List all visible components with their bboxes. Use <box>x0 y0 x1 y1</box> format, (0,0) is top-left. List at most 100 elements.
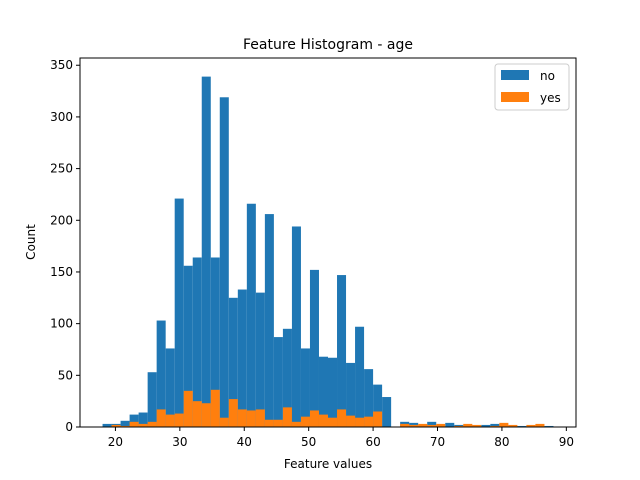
x-axis-title: Feature values <box>284 457 372 471</box>
bar-yes-40 <box>463 423 473 427</box>
y-tick-label-250: 250 <box>50 162 73 176</box>
bar-yes-19 <box>273 419 283 427</box>
bar-yes-45 <box>508 424 518 427</box>
bar-no-38 <box>445 422 455 427</box>
bar-no-43 <box>490 423 500 427</box>
bar-yes-27 <box>346 415 356 427</box>
series-no-bars <box>102 76 554 428</box>
bar-yes-15 <box>237 409 247 427</box>
legend-label-no: no <box>540 69 555 83</box>
y-tick-label-200: 200 <box>50 213 73 227</box>
bar-yes-35 <box>418 423 428 427</box>
bar-yes-13 <box>219 417 229 427</box>
y-tick-label-0: 0 <box>65 420 73 434</box>
bar-yes-1 <box>111 424 121 427</box>
bar-no-11 <box>201 76 211 428</box>
bar-no-7 <box>165 348 175 427</box>
bar-no-28 <box>355 326 365 427</box>
bar-no-46 <box>517 425 527 427</box>
bar-yes-39 <box>454 425 464 427</box>
bar-yes-34 <box>409 424 419 427</box>
bar-yes-8 <box>174 413 184 427</box>
bar-no-19 <box>273 337 283 427</box>
x-tick-label-80: 80 <box>494 435 509 449</box>
bar-yes-47 <box>526 424 536 427</box>
x-tick-label-70: 70 <box>430 435 445 449</box>
bar-no-4 <box>138 412 148 427</box>
bar-yes-10 <box>192 401 202 427</box>
bar-no-5 <box>147 372 157 427</box>
bar-yes-3 <box>129 421 139 427</box>
bar-yes-11 <box>201 403 211 427</box>
y-tick-label-100: 100 <box>50 317 73 331</box>
bar-yes-25 <box>328 417 338 427</box>
bar-yes-21 <box>291 421 301 427</box>
bar-yes-23 <box>309 410 319 427</box>
bar-yes-24 <box>318 414 328 427</box>
bar-no-0 <box>102 423 112 427</box>
bar-no-42 <box>481 424 491 427</box>
x-tick-label-30: 30 <box>172 435 187 449</box>
x-tick-label-20: 20 <box>108 435 123 449</box>
bar-yes-33 <box>400 423 410 427</box>
bar-no-30 <box>373 384 383 427</box>
bar-yes-16 <box>246 410 256 427</box>
bar-no-36 <box>427 421 437 427</box>
bar-no-23 <box>309 269 319 427</box>
bar-no-3 <box>129 414 139 427</box>
bar-no-21 <box>291 226 301 427</box>
plot-frame <box>79 57 577 428</box>
bar-no-10 <box>192 257 202 427</box>
bar-no-8 <box>174 198 184 427</box>
bar-no-27 <box>346 362 356 427</box>
y-tick-label-150: 150 <box>50 265 73 279</box>
legend-swatch-no <box>501 70 529 80</box>
legend: no yes <box>494 63 570 111</box>
bar-yes-44 <box>499 422 509 427</box>
bar-yes-6 <box>156 409 166 427</box>
bar-yes-48 <box>535 423 545 427</box>
legend-swatch-yes <box>501 92 529 102</box>
bar-no-25 <box>328 357 338 427</box>
y-axis: 0 50 100 150 200 250 300 350 <box>50 58 80 434</box>
plot-area <box>79 57 577 428</box>
y-tick-label-350: 350 <box>50 58 73 72</box>
bar-no-14 <box>228 297 238 427</box>
bar-yes-43 <box>490 425 500 427</box>
bar-no-18 <box>264 214 274 427</box>
bar-no-22 <box>300 348 310 427</box>
y-tick-label-50: 50 <box>58 368 73 382</box>
bar-yes-41 <box>472 424 482 427</box>
bar-no-2 <box>120 420 130 427</box>
bar-no-9 <box>183 265 193 427</box>
bar-no-12 <box>210 257 220 427</box>
bar-yes-12 <box>210 389 220 427</box>
bar-no-17 <box>255 292 265 427</box>
bar-yes-14 <box>228 399 238 427</box>
bar-no-39 <box>454 424 464 427</box>
x-axis: 20 30 40 50 60 70 80 90 <box>108 427 574 449</box>
legend-label-yes: yes <box>540 91 561 105</box>
bar-yes-18 <box>264 419 274 427</box>
bar-yes-4 <box>138 423 148 427</box>
bar-no-13 <box>219 97 229 427</box>
bar-yes-2 <box>120 425 130 427</box>
bar-no-26 <box>337 275 347 427</box>
y-tick-label-300: 300 <box>50 110 73 124</box>
bar-no-16 <box>246 203 256 427</box>
x-tick-label-40: 40 <box>237 435 252 449</box>
bar-yes-30 <box>373 411 383 427</box>
bar-no-29 <box>364 369 374 427</box>
bar-no-6 <box>156 320 166 427</box>
y-axis-title: Count <box>24 224 38 260</box>
bar-no-20 <box>282 328 292 427</box>
bar-yes-37 <box>436 423 446 427</box>
bar-no-15 <box>237 289 247 427</box>
bar-no-49 <box>544 425 554 427</box>
bar-yes-28 <box>355 417 365 427</box>
bar-yes-9 <box>183 390 193 427</box>
chart-title: Feature Histogram - age <box>243 37 413 53</box>
bar-yes-29 <box>364 416 374 427</box>
bar-yes-26 <box>337 409 347 427</box>
